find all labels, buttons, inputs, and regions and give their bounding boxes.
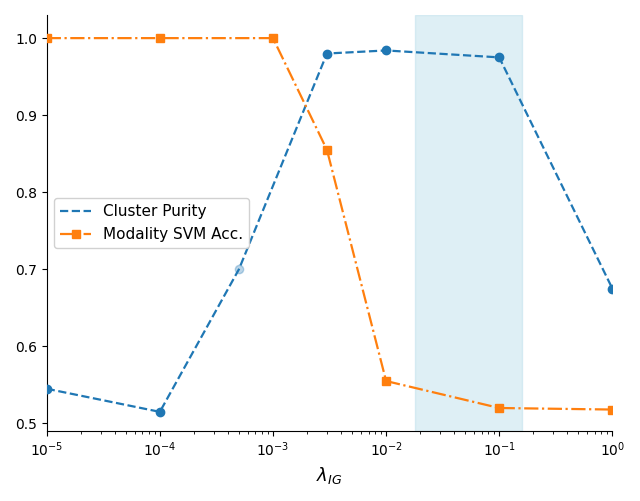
- Modality SVM Acc.: [323, 147, 331, 153]
- Legend: Cluster Purity, Modality SVM Acc.: Cluster Purity, Modality SVM Acc.: [54, 198, 250, 248]
- Cluster Purity: [382, 48, 390, 54]
- Cluster Purity: [495, 55, 503, 61]
- Bar: [415, 15, 522, 431]
- Cluster Purity: [43, 386, 51, 392]
- Modality SVM Acc.: [495, 405, 503, 411]
- Cluster Purity: [235, 267, 243, 273]
- Line: Modality SVM Acc.: Modality SVM Acc.: [42, 34, 616, 414]
- Modality SVM Acc.: [382, 378, 390, 384]
- Modality SVM Acc.: [43, 35, 51, 41]
- Cluster Purity: [156, 409, 164, 415]
- Cluster Purity: [609, 286, 616, 292]
- Line: Cluster Purity: Cluster Purity: [47, 51, 612, 412]
- X-axis label: $\lambda_{IG}$: $\lambda_{IG}$: [316, 465, 342, 486]
- Cluster Purity: [323, 51, 331, 57]
- Modality SVM Acc.: [609, 406, 616, 412]
- Modality SVM Acc.: [269, 35, 277, 41]
- Modality SVM Acc.: [156, 35, 164, 41]
